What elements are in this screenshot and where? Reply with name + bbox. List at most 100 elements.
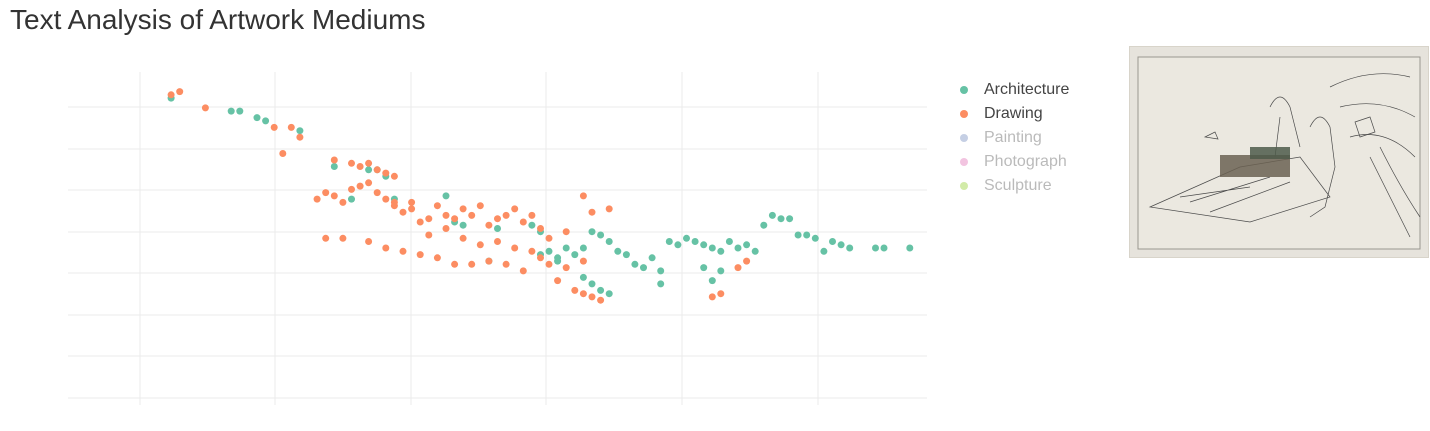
data-point-drawing[interactable] <box>399 247 407 255</box>
data-point-architecture[interactable] <box>597 231 605 239</box>
data-point-architecture[interactable] <box>777 215 785 223</box>
data-point-drawing[interactable] <box>468 260 476 268</box>
data-point-architecture[interactable] <box>803 231 811 239</box>
legend-item-architecture[interactable]: Architecture <box>955 78 1069 102</box>
data-point-architecture[interactable] <box>296 127 304 135</box>
data-point-drawing[interactable] <box>597 296 605 304</box>
data-point-drawing[interactable] <box>717 290 725 298</box>
data-point-drawing[interactable] <box>476 241 484 249</box>
data-point-drawing[interactable] <box>468 211 476 219</box>
data-point-architecture[interactable] <box>743 241 751 249</box>
data-point-architecture[interactable] <box>348 195 355 203</box>
data-point-drawing[interactable] <box>279 150 287 157</box>
data-point-drawing[interactable] <box>425 231 433 239</box>
data-point-drawing[interactable] <box>390 202 398 210</box>
data-point-drawing[interactable] <box>605 205 613 213</box>
legend-item-drawing[interactable]: Drawing <box>955 102 1069 126</box>
data-point-drawing[interactable] <box>365 179 373 187</box>
data-point-drawing[interactable] <box>579 192 587 200</box>
data-point-architecture[interactable] <box>330 163 338 170</box>
data-point-drawing[interactable] <box>734 264 742 272</box>
data-point-architecture[interactable] <box>365 166 373 174</box>
data-point-drawing[interactable] <box>502 260 510 268</box>
data-point-architecture[interactable] <box>614 247 622 255</box>
data-point-architecture[interactable] <box>631 260 639 268</box>
data-point-architecture[interactable] <box>262 117 270 125</box>
data-point-architecture[interactable] <box>588 280 596 288</box>
data-point-architecture[interactable] <box>683 234 690 242</box>
data-point-drawing[interactable] <box>270 123 278 131</box>
data-point-architecture[interactable] <box>236 107 244 115</box>
data-point-drawing[interactable] <box>416 251 424 259</box>
data-point-architecture[interactable] <box>227 107 235 115</box>
data-point-drawing[interactable] <box>339 234 347 242</box>
data-point-drawing[interactable] <box>408 205 416 213</box>
data-point-drawing[interactable] <box>485 257 493 265</box>
data-point-architecture[interactable] <box>588 228 596 236</box>
data-point-drawing[interactable] <box>356 182 364 190</box>
data-point-drawing[interactable] <box>494 238 501 245</box>
data-point-architecture[interactable] <box>665 238 673 245</box>
data-point-drawing[interactable] <box>459 205 467 213</box>
data-point-architecture[interactable] <box>768 211 776 219</box>
data-point-drawing[interactable] <box>408 198 416 206</box>
data-point-drawing[interactable] <box>373 189 381 197</box>
data-point-architecture[interactable] <box>906 244 914 252</box>
data-point-architecture[interactable] <box>700 241 708 249</box>
data-point-drawing[interactable] <box>296 133 304 141</box>
data-point-drawing[interactable] <box>743 257 751 265</box>
data-point-architecture[interactable] <box>820 247 828 255</box>
data-point-architecture[interactable] <box>605 238 613 245</box>
data-point-architecture[interactable] <box>872 244 879 252</box>
data-point-drawing[interactable] <box>588 293 596 301</box>
data-point-architecture[interactable] <box>554 257 562 265</box>
data-point-drawing[interactable] <box>390 172 398 180</box>
data-point-architecture[interactable] <box>708 244 716 252</box>
data-point-drawing[interactable] <box>494 215 501 223</box>
data-point-drawing[interactable] <box>528 211 536 219</box>
data-point-architecture[interactable] <box>648 254 656 262</box>
data-point-drawing[interactable] <box>365 238 373 245</box>
data-point-architecture[interactable] <box>691 238 699 245</box>
data-point-architecture[interactable] <box>794 231 802 239</box>
data-point-drawing[interactable] <box>451 215 459 223</box>
data-point-architecture[interactable] <box>811 234 819 242</box>
data-point-drawing[interactable] <box>399 208 407 216</box>
data-point-drawing[interactable] <box>554 277 562 285</box>
data-point-architecture[interactable] <box>459 221 467 229</box>
legend-item-painting[interactable]: Painting <box>955 126 1069 150</box>
data-point-architecture[interactable] <box>597 286 605 294</box>
legend-item-photograph[interactable]: Photograph <box>955 150 1069 174</box>
data-point-drawing[interactable] <box>588 208 596 216</box>
data-point-drawing[interactable] <box>571 286 579 294</box>
data-point-drawing[interactable] <box>416 218 424 226</box>
data-point-architecture[interactable] <box>760 221 768 229</box>
data-point-drawing[interactable] <box>348 185 355 193</box>
data-point-drawing[interactable] <box>442 211 450 219</box>
data-point-drawing[interactable] <box>330 192 338 200</box>
data-point-drawing[interactable] <box>459 234 467 242</box>
data-point-drawing[interactable] <box>545 234 553 242</box>
data-point-drawing[interactable] <box>562 264 570 272</box>
markers[interactable] <box>167 88 914 304</box>
data-point-drawing[interactable] <box>433 254 441 262</box>
data-point-drawing[interactable] <box>433 202 441 210</box>
data-point-drawing[interactable] <box>562 228 570 236</box>
data-point-architecture[interactable] <box>545 247 553 255</box>
data-point-architecture[interactable] <box>571 251 579 259</box>
data-point-drawing[interactable] <box>339 198 347 206</box>
data-point-drawing[interactable] <box>545 260 553 268</box>
data-point-drawing[interactable] <box>425 215 433 223</box>
data-point-architecture[interactable] <box>725 238 733 245</box>
data-point-architecture[interactable] <box>829 238 836 245</box>
data-point-architecture[interactable] <box>751 247 759 255</box>
data-point-architecture[interactable] <box>528 221 536 229</box>
data-point-drawing[interactable] <box>322 189 330 197</box>
data-point-drawing[interactable] <box>502 211 510 219</box>
data-point-architecture[interactable] <box>579 273 587 281</box>
data-point-drawing[interactable] <box>356 163 364 170</box>
data-point-drawing[interactable] <box>382 244 390 252</box>
data-point-drawing[interactable] <box>511 244 519 252</box>
data-point-drawing[interactable] <box>167 91 175 99</box>
